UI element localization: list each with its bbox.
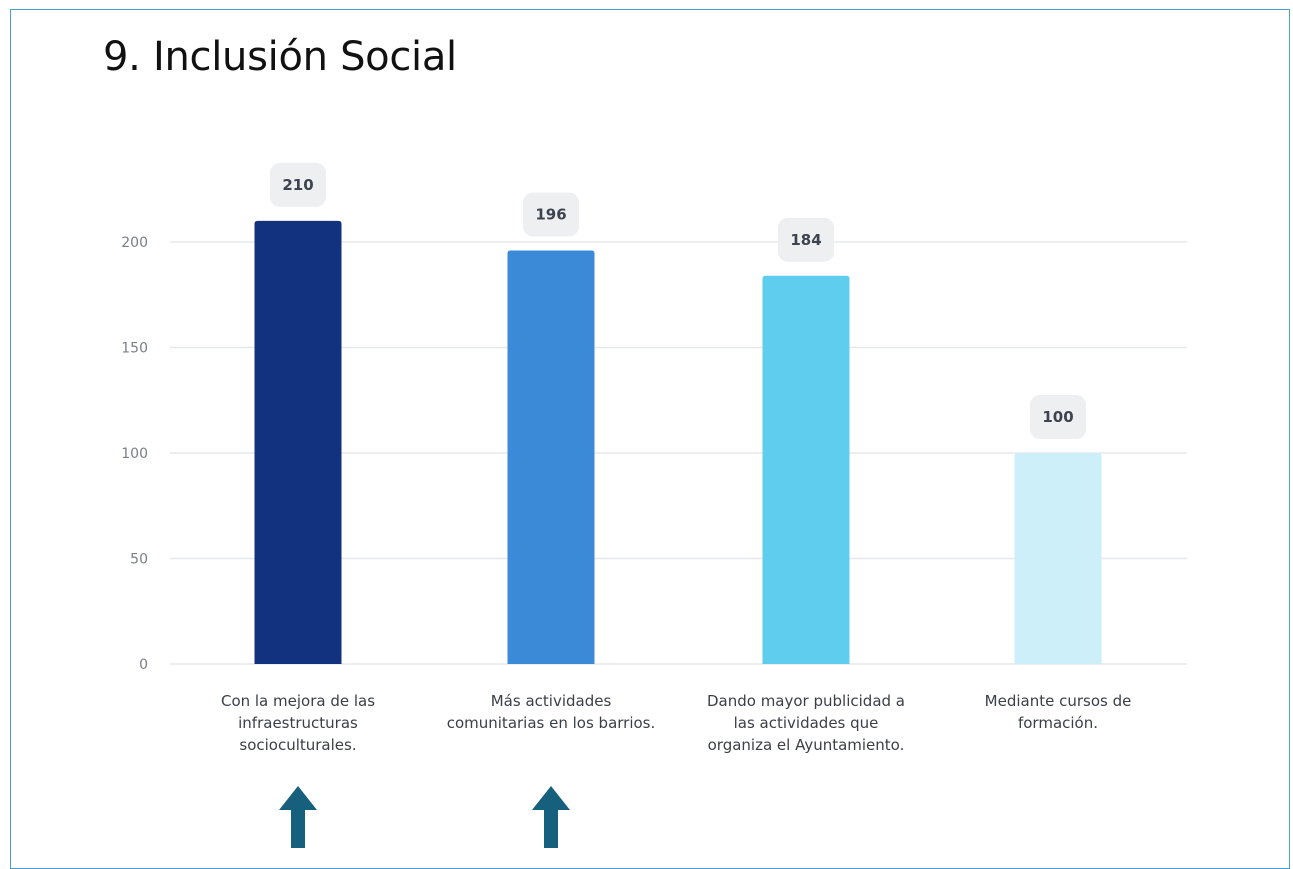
y-tick-label: 50 (130, 552, 148, 568)
x-category-label: Dando mayor publicidad a las actividades … (681, 690, 931, 756)
up-arrow-icon (532, 786, 570, 848)
value-badge (523, 192, 579, 237)
data-label: 196 (535, 205, 566, 223)
data-label: 184 (790, 231, 821, 249)
y-axis-ticks: 0 50 100 150 200 (121, 235, 148, 673)
x-category-label-line: Más actividades (490, 692, 612, 710)
y-tick-label: 200 (121, 235, 148, 251)
x-category-label-line: las actividades que (733, 714, 879, 732)
x-category-label-line: formación. (1017, 714, 1099, 732)
value-badges: 210 196 184 100 (270, 162, 1086, 439)
y-tick-label: 0 (139, 657, 148, 673)
value-badge (270, 162, 326, 207)
y-tick-label: 150 (121, 341, 148, 357)
x-category-label-line: organiza el Ayuntamiento. (707, 736, 905, 754)
page-title: 9. Inclusión Social (103, 34, 457, 80)
y-tick-label: 100 (121, 446, 148, 462)
data-label: 100 (1042, 408, 1073, 426)
bar-4 (1014, 453, 1102, 664)
bar-3 (762, 275, 850, 664)
x-category-label-line: Mediante cursos de (984, 692, 1132, 710)
bars (254, 220, 1102, 664)
x-category-label: Con la mejora de las infraestructuras soci… (173, 690, 423, 756)
up-arrow-icon (279, 786, 317, 848)
value-badge (778, 217, 834, 262)
x-category-label-line: Con la mejora de las (220, 692, 376, 710)
x-category-label: Mediante cursos de formación. (933, 690, 1183, 734)
x-category-label: Más actividades comunitarias en los barri… (426, 690, 676, 734)
x-category-label-line: infraestructuras (238, 714, 358, 732)
bar-1 (254, 220, 342, 664)
x-category-label-line: comunitarias en los barrios. (446, 714, 656, 732)
data-label: 210 (282, 176, 313, 194)
value-badge (1030, 395, 1086, 439)
x-category-label-line: Dando mayor publicidad a (706, 692, 905, 710)
bar-2 (507, 250, 595, 664)
x-category-label-line: socioculturales. (239, 736, 357, 754)
